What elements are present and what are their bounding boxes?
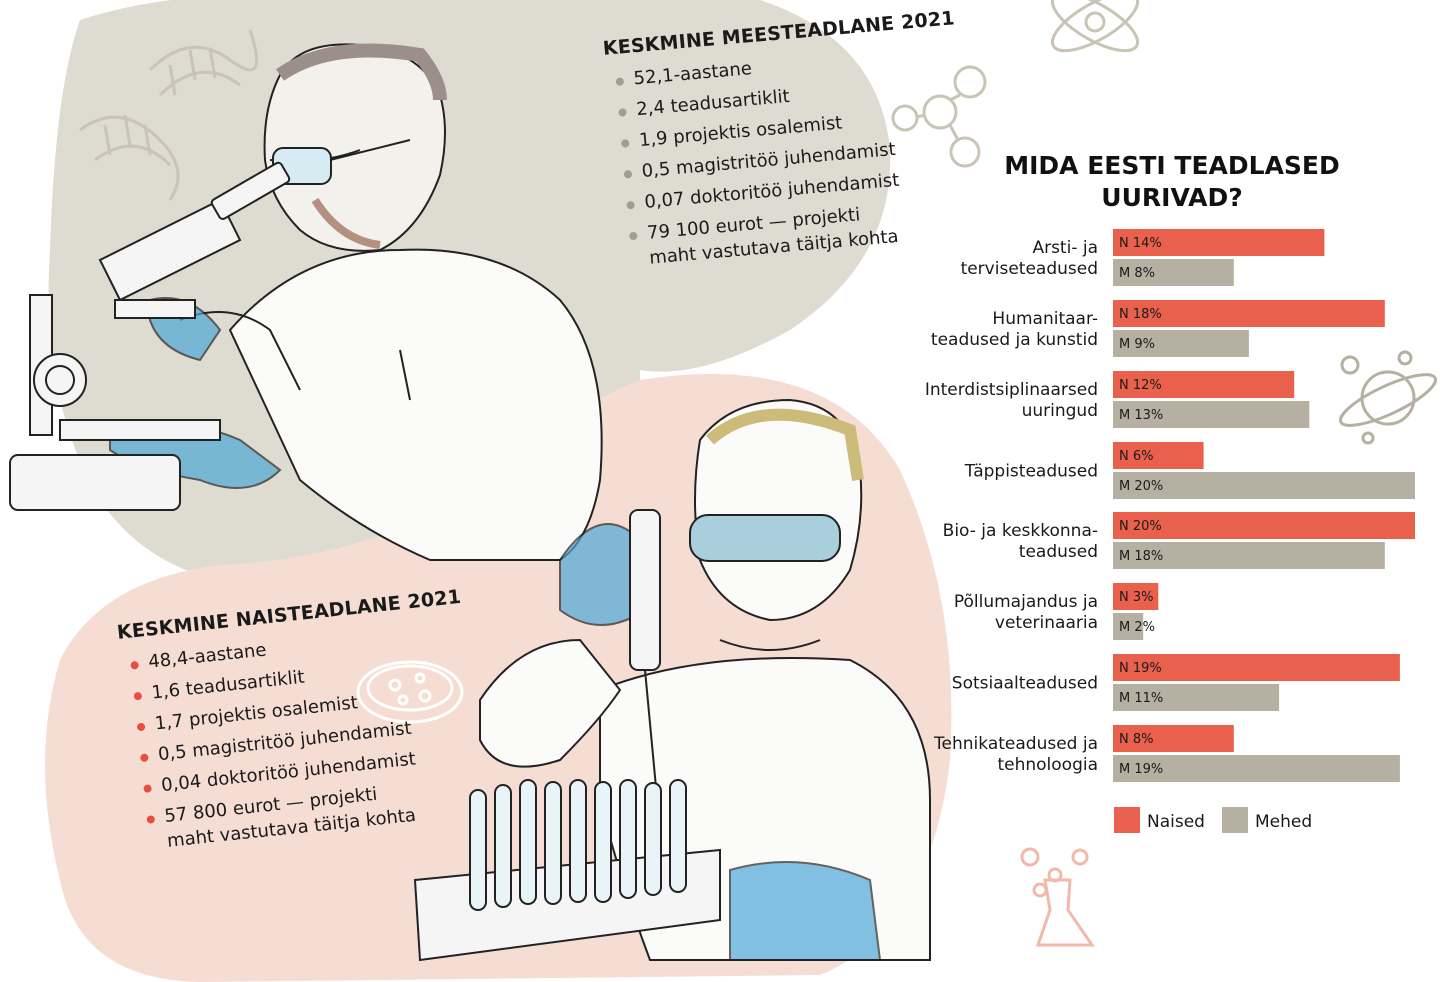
men-bar (1113, 401, 1310, 428)
men-bar (1113, 755, 1400, 782)
flask-icon (1020, 847, 1095, 947)
category-label: Humanitaar- (992, 309, 1098, 329)
men-bar (1113, 472, 1415, 499)
women-bar-label: N 6% (1119, 449, 1153, 464)
women-bar (1113, 300, 1385, 327)
women-bar-label: N 8% (1119, 732, 1153, 747)
women-bar-label: N 12% (1119, 378, 1162, 393)
men-bar-label: M 18% (1119, 549, 1163, 564)
men-bar (1113, 684, 1280, 711)
women-bar (1113, 371, 1295, 398)
legend-swatch-men (1222, 807, 1248, 833)
male-scientist-illustration (9, 43, 603, 561)
women-bar-label: N 3% (1119, 590, 1153, 605)
category-label: Interdistsiplinaarsed (925, 380, 1098, 400)
men-bar-label: M 11% (1119, 691, 1163, 706)
men-bar (1113, 259, 1234, 286)
women-bar (1113, 654, 1400, 681)
men-bar-label: M 8% (1119, 266, 1155, 281)
legend-label-men: Mehed (1255, 812, 1312, 832)
men-bar-label: M 19% (1119, 762, 1163, 777)
women-bar (1113, 442, 1204, 469)
category-label: teadused ja kunstid (931, 330, 1098, 350)
category-label: Sotsiaalteadused (952, 674, 1098, 694)
chart-title: MIDA EESTI TEADLASED UURIVAD? (1004, 151, 1340, 212)
women-bar-label: N 18% (1119, 307, 1162, 322)
category-label: teadused (1019, 542, 1098, 562)
women-bar-label: N 20% (1119, 519, 1162, 534)
women-bar (1113, 725, 1234, 752)
men-bar-label: M 13% (1119, 408, 1163, 423)
women-bar (1113, 512, 1415, 539)
women-bar (1113, 583, 1159, 610)
men-bar-label: M 20% (1119, 479, 1163, 494)
men-bar-label: M 2% (1119, 620, 1155, 635)
category-label: Arsti- ja (1032, 238, 1098, 258)
men-bar (1113, 613, 1144, 640)
dna-icon (79, 29, 259, 201)
legend-label-women: Naised (1147, 812, 1205, 832)
legend-swatch-women (1114, 807, 1140, 833)
category-label: Bio- ja keskkonna- (943, 521, 1098, 541)
category-label: tehnoloogia (997, 755, 1098, 775)
men-bar (1113, 330, 1249, 357)
atom-icon (1050, 0, 1140, 53)
men-bar (1113, 542, 1385, 569)
women-bar-label: N 19% (1119, 661, 1162, 676)
category-label: Täppisteadused (964, 462, 1098, 482)
women-bar-label: N 14% (1119, 236, 1162, 251)
category-label: terviseteadused (961, 259, 1098, 279)
category-label: Põllumajandus ja (954, 592, 1098, 612)
men-bar-label: M 9% (1119, 337, 1155, 352)
female-scientist-illustration (413, 398, 931, 962)
category-label: veterinaaria (995, 613, 1098, 633)
women-bar (1113, 229, 1325, 256)
category-label: uuringud (1022, 401, 1098, 421)
category-label: Tehnikateadused ja (933, 734, 1098, 754)
planet-icon (1339, 350, 1437, 445)
